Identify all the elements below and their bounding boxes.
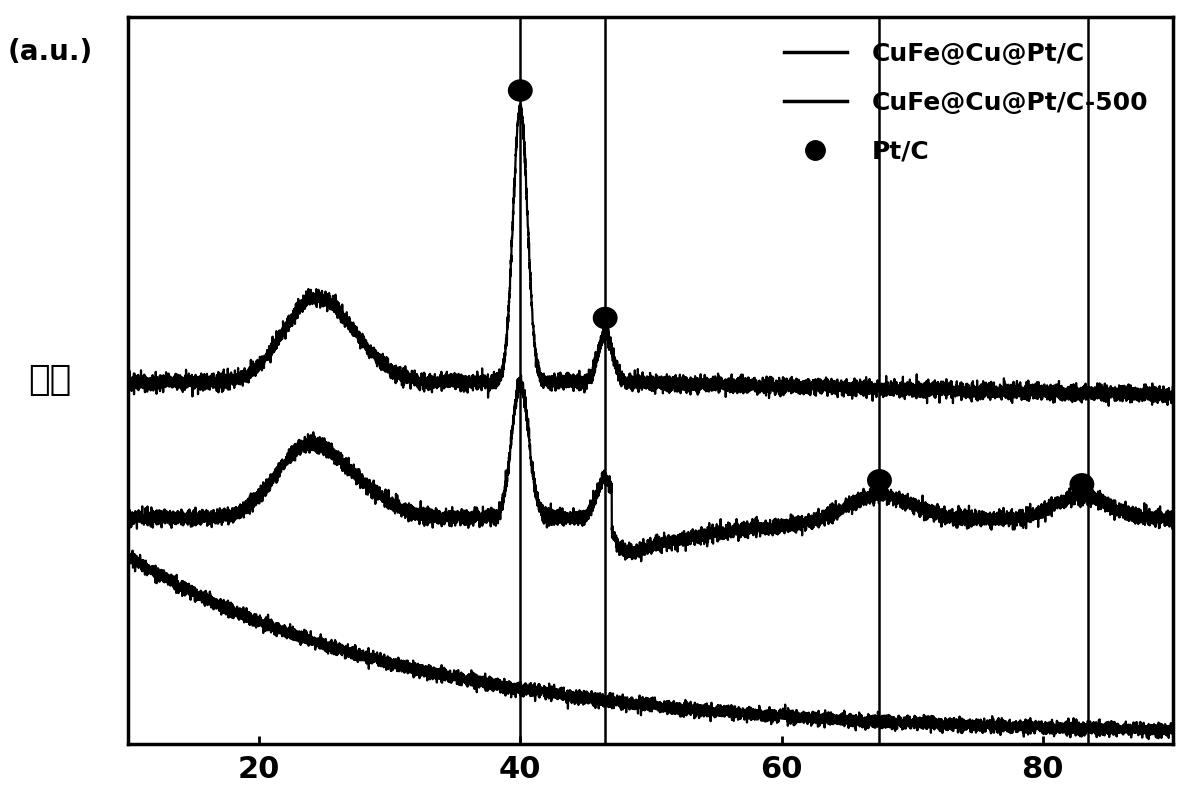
Ellipse shape bbox=[868, 469, 891, 491]
Text: 强度: 强度 bbox=[29, 364, 71, 397]
Ellipse shape bbox=[594, 308, 616, 328]
Text: (a.u.): (a.u.) bbox=[7, 38, 93, 66]
Legend: CuFe@Cu@Pt/C, CuFe@Cu@Pt/C-500, Pt/C: CuFe@Cu@Pt/C, CuFe@Cu@Pt/C-500, Pt/C bbox=[771, 29, 1160, 176]
Ellipse shape bbox=[508, 80, 532, 101]
Ellipse shape bbox=[1070, 473, 1094, 495]
